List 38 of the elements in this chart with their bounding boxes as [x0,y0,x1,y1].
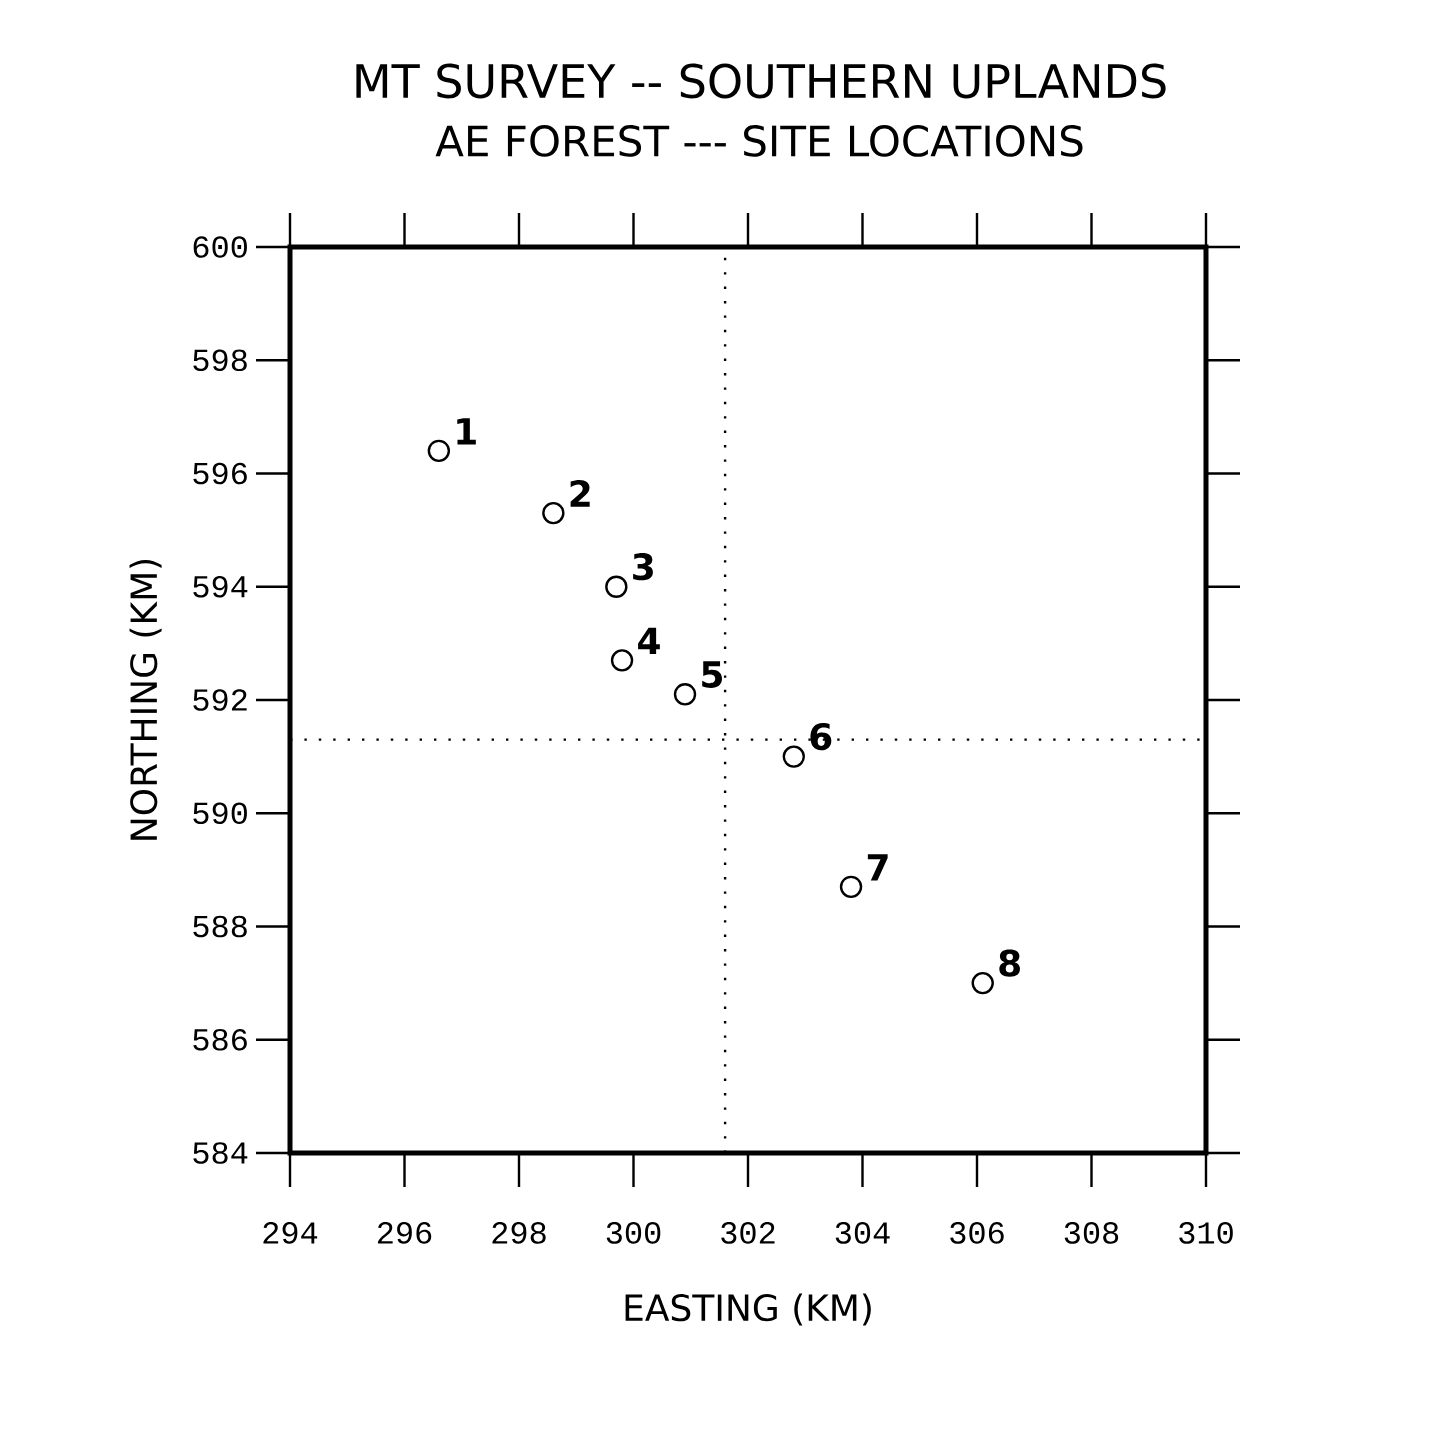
x-tick-label: 296 [377,1222,432,1244]
y-tick-label: 586 [193,1028,247,1051]
annotation: 3 [633,553,653,581]
y-tick-label: 590 [193,802,247,825]
x-tick-label: 308 [1064,1222,1119,1244]
point [542,501,565,525]
annotation: 5 [702,661,722,688]
point [971,971,994,995]
annotation: 1 [457,418,476,445]
point [839,875,863,899]
y-tick-label: 596 [193,462,247,485]
annotation: 7 [867,854,888,881]
x-tick-label: 304 [835,1222,890,1244]
point [605,575,628,598]
y-axis-title: NORTHING (KM) [129,559,162,840]
annotation: 4 [638,627,660,654]
x-tick-label: 302 [721,1222,775,1244]
chart-subtitle: AE FOREST --- SITE LOCATIONS [435,125,1083,157]
point [782,745,805,768]
point [673,683,697,706]
x-tick-label: 310 [1179,1222,1233,1244]
y-tick-label: 592 [193,689,247,711]
x-tick-label: 298 [492,1222,546,1244]
annotation: 6 [810,723,832,751]
y-tick-label: 594 [193,575,248,598]
x-tick-label: 306 [950,1222,1004,1244]
y-tick-label: 584 [193,1142,248,1164]
annotation: 2 [570,480,590,507]
x-axis-title: EASTING (KM) [625,1293,871,1326]
y-tick-label: 588 [193,915,247,938]
x-tick-label: 294 [263,1222,318,1244]
point [610,649,634,672]
annotation: 8 [999,949,1020,977]
y-tick-label: 600 [193,236,247,258]
y-tick-label: 598 [193,349,247,372]
chart-title: MT SURVEY -- SOUTHERN UPLANDS [356,63,1166,99]
point [427,439,451,463]
x-tick-label: 300 [606,1222,661,1244]
